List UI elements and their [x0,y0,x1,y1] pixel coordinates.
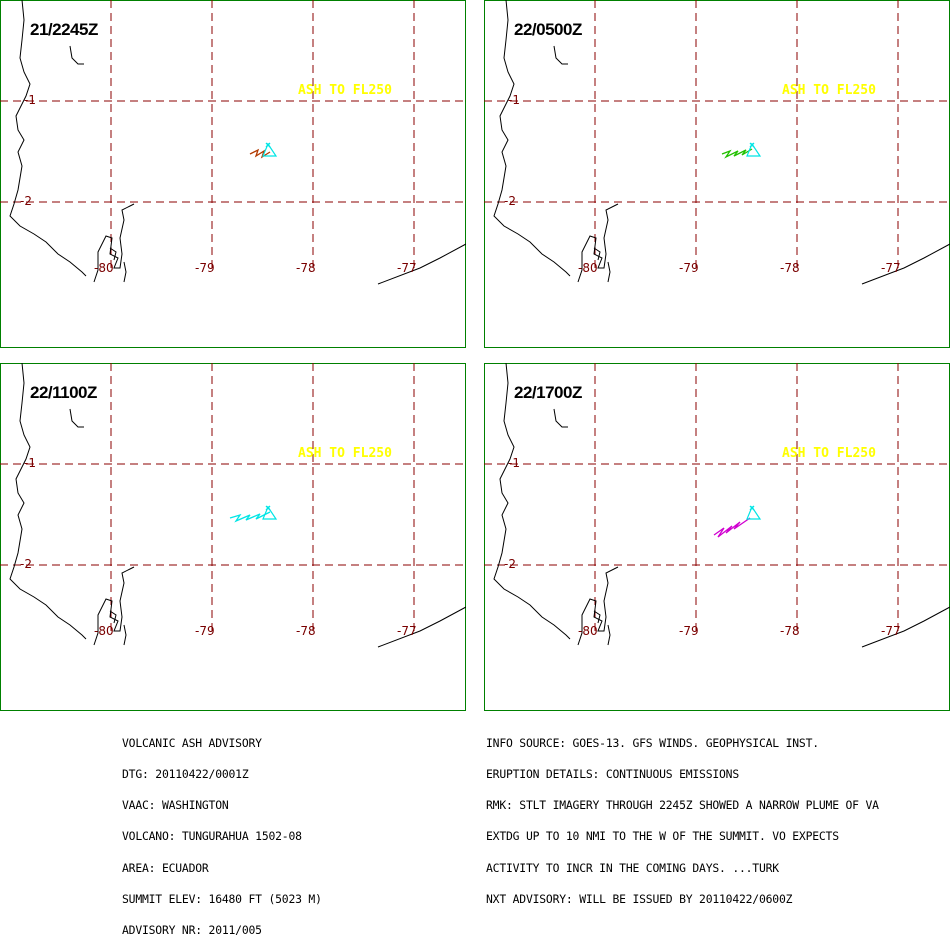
volcano-marker [746,142,762,157]
longitude-label: -79 [679,261,699,275]
ash-plume [713,517,751,538]
latitude-label: -1 [508,456,520,470]
coastline [377,243,466,285]
map-panel: 22/1700Z ASH TO FL250 -1 -2 -80 -79 -78 -77 [484,363,950,711]
advisory-right-text: INFO SOURCE: GOES-13. GFS WINDS. GEOPHYS… [486,717,879,915]
map-canvas [0,363,466,711]
advisory-line: ADVISORY NR: 2011/005 [122,923,262,938]
coastline [553,45,568,65]
ash-height-label: ASH TO FL250 [782,83,876,98]
panel-frame [484,363,950,711]
panel-frame [484,0,950,348]
coastline [377,606,466,648]
coastline [9,363,87,640]
latitude-label: -2 [504,557,516,571]
coastline [861,606,950,648]
volcano-marker [265,505,271,511]
coastline [493,363,571,640]
longitude-label: -77 [397,624,417,638]
coastline [123,624,127,646]
ash-plume [229,511,271,523]
advisory-line: DTG: 20110422/0001Z [122,767,249,782]
volcano-marker [746,505,762,520]
longitude-label: -77 [881,261,901,275]
panel-frame [0,363,466,711]
advisory-line: ACTIVITY TO INCR IN THE COMING DAYS. ...… [486,860,779,875]
longitude-label: -80 [94,261,114,275]
advisory-line: VAAC: WASHINGTON [122,798,229,813]
volcano-marker [262,142,278,157]
coastline [93,203,135,283]
coastline [493,0,571,277]
longitude-label: -78 [780,624,800,638]
ash-height-label: ASH TO FL250 [298,83,392,98]
ash-plume [721,148,753,159]
coastline [69,45,84,65]
advisory-line: SUMMIT ELEV: 16480 FT (5023 M) [122,891,322,906]
ash-height-label: ASH TO FL250 [782,446,876,461]
coastline [577,566,619,646]
volcano-marker [265,142,271,148]
ash-height-label: ASH TO FL250 [298,446,392,461]
advisory-line: ERUPTION DETAILS: CONTINUOUS EMISSIONS [486,767,739,782]
longitude-label: -78 [296,624,316,638]
latitude-label: -2 [20,557,32,571]
coastline [861,243,950,285]
latitude-label: -1 [24,456,36,470]
panel-time-label: 22/1700Z [514,383,582,402]
coastline [93,566,135,646]
coastline [607,261,611,283]
map-canvas [484,363,950,711]
longitude-label: -77 [881,624,901,638]
coastline [109,610,117,624]
coastline [553,408,568,428]
advisory-line: NXT ADVISORY: WILL BE ISSUED BY 20110422… [486,891,793,906]
volcano-marker [262,505,278,520]
advisory-line: EXTDG UP TO 10 NMI TO THE W OF THE SUMMI… [486,829,839,844]
longitude-label: -80 [578,261,598,275]
volcano-marker [749,505,755,511]
coastline [593,247,601,261]
longitude-label: -80 [578,624,598,638]
map-panel: 22/1100Z ASH TO FL250 -1 -2 -80 -79 -78 -77 [0,363,466,711]
coastline [109,247,117,261]
longitude-label: -79 [195,261,215,275]
panel-time-label: 22/0500Z [514,20,582,39]
coastline [69,408,84,428]
longitude-label: -78 [780,261,800,275]
panel-time-label: 21/2245Z [30,20,98,39]
map-canvas [0,0,466,348]
advisory-line: VOLCANO: TUNGURAHUA 1502-08 [122,829,302,844]
panel-frame [0,0,466,348]
map-panel: 21/2245Z ASH TO FL250 -1 -2 -80 -79 -78 -77 [0,0,466,348]
coastline [593,610,601,624]
map-canvas [484,0,950,348]
advisory-left-text: VOLCANIC ASH ADVISORY DTG: 20110422/0001… [122,717,322,946]
coastline [9,0,87,277]
volcano-marker [749,142,755,148]
panel-time-label: 22/1100Z [30,383,97,402]
latitude-label: -1 [508,93,520,107]
coastline [577,203,619,283]
longitude-label: -77 [397,261,417,275]
map-panel: 22/0500Z ASH TO FL250 -1 -2 -80 -79 -78 -77 [484,0,950,348]
latitude-label: -1 [24,93,36,107]
advisory-line: INFO SOURCE: GOES-13. GFS WINDS. GEOPHYS… [486,735,819,750]
longitude-label: -80 [94,624,114,638]
advisory-line: RMK: STLT IMAGERY THROUGH 2245Z SHOWED A… [486,798,879,813]
coastline [607,624,611,646]
coastline [123,261,127,283]
latitude-label: -2 [504,194,516,208]
advisory-line: AREA: ECUADOR [122,860,209,875]
advisory-line: VOLCANIC ASH ADVISORY [122,735,262,750]
longitude-label: -79 [679,624,699,638]
longitude-label: -79 [195,624,215,638]
latitude-label: -2 [20,194,32,208]
longitude-label: -78 [296,261,316,275]
